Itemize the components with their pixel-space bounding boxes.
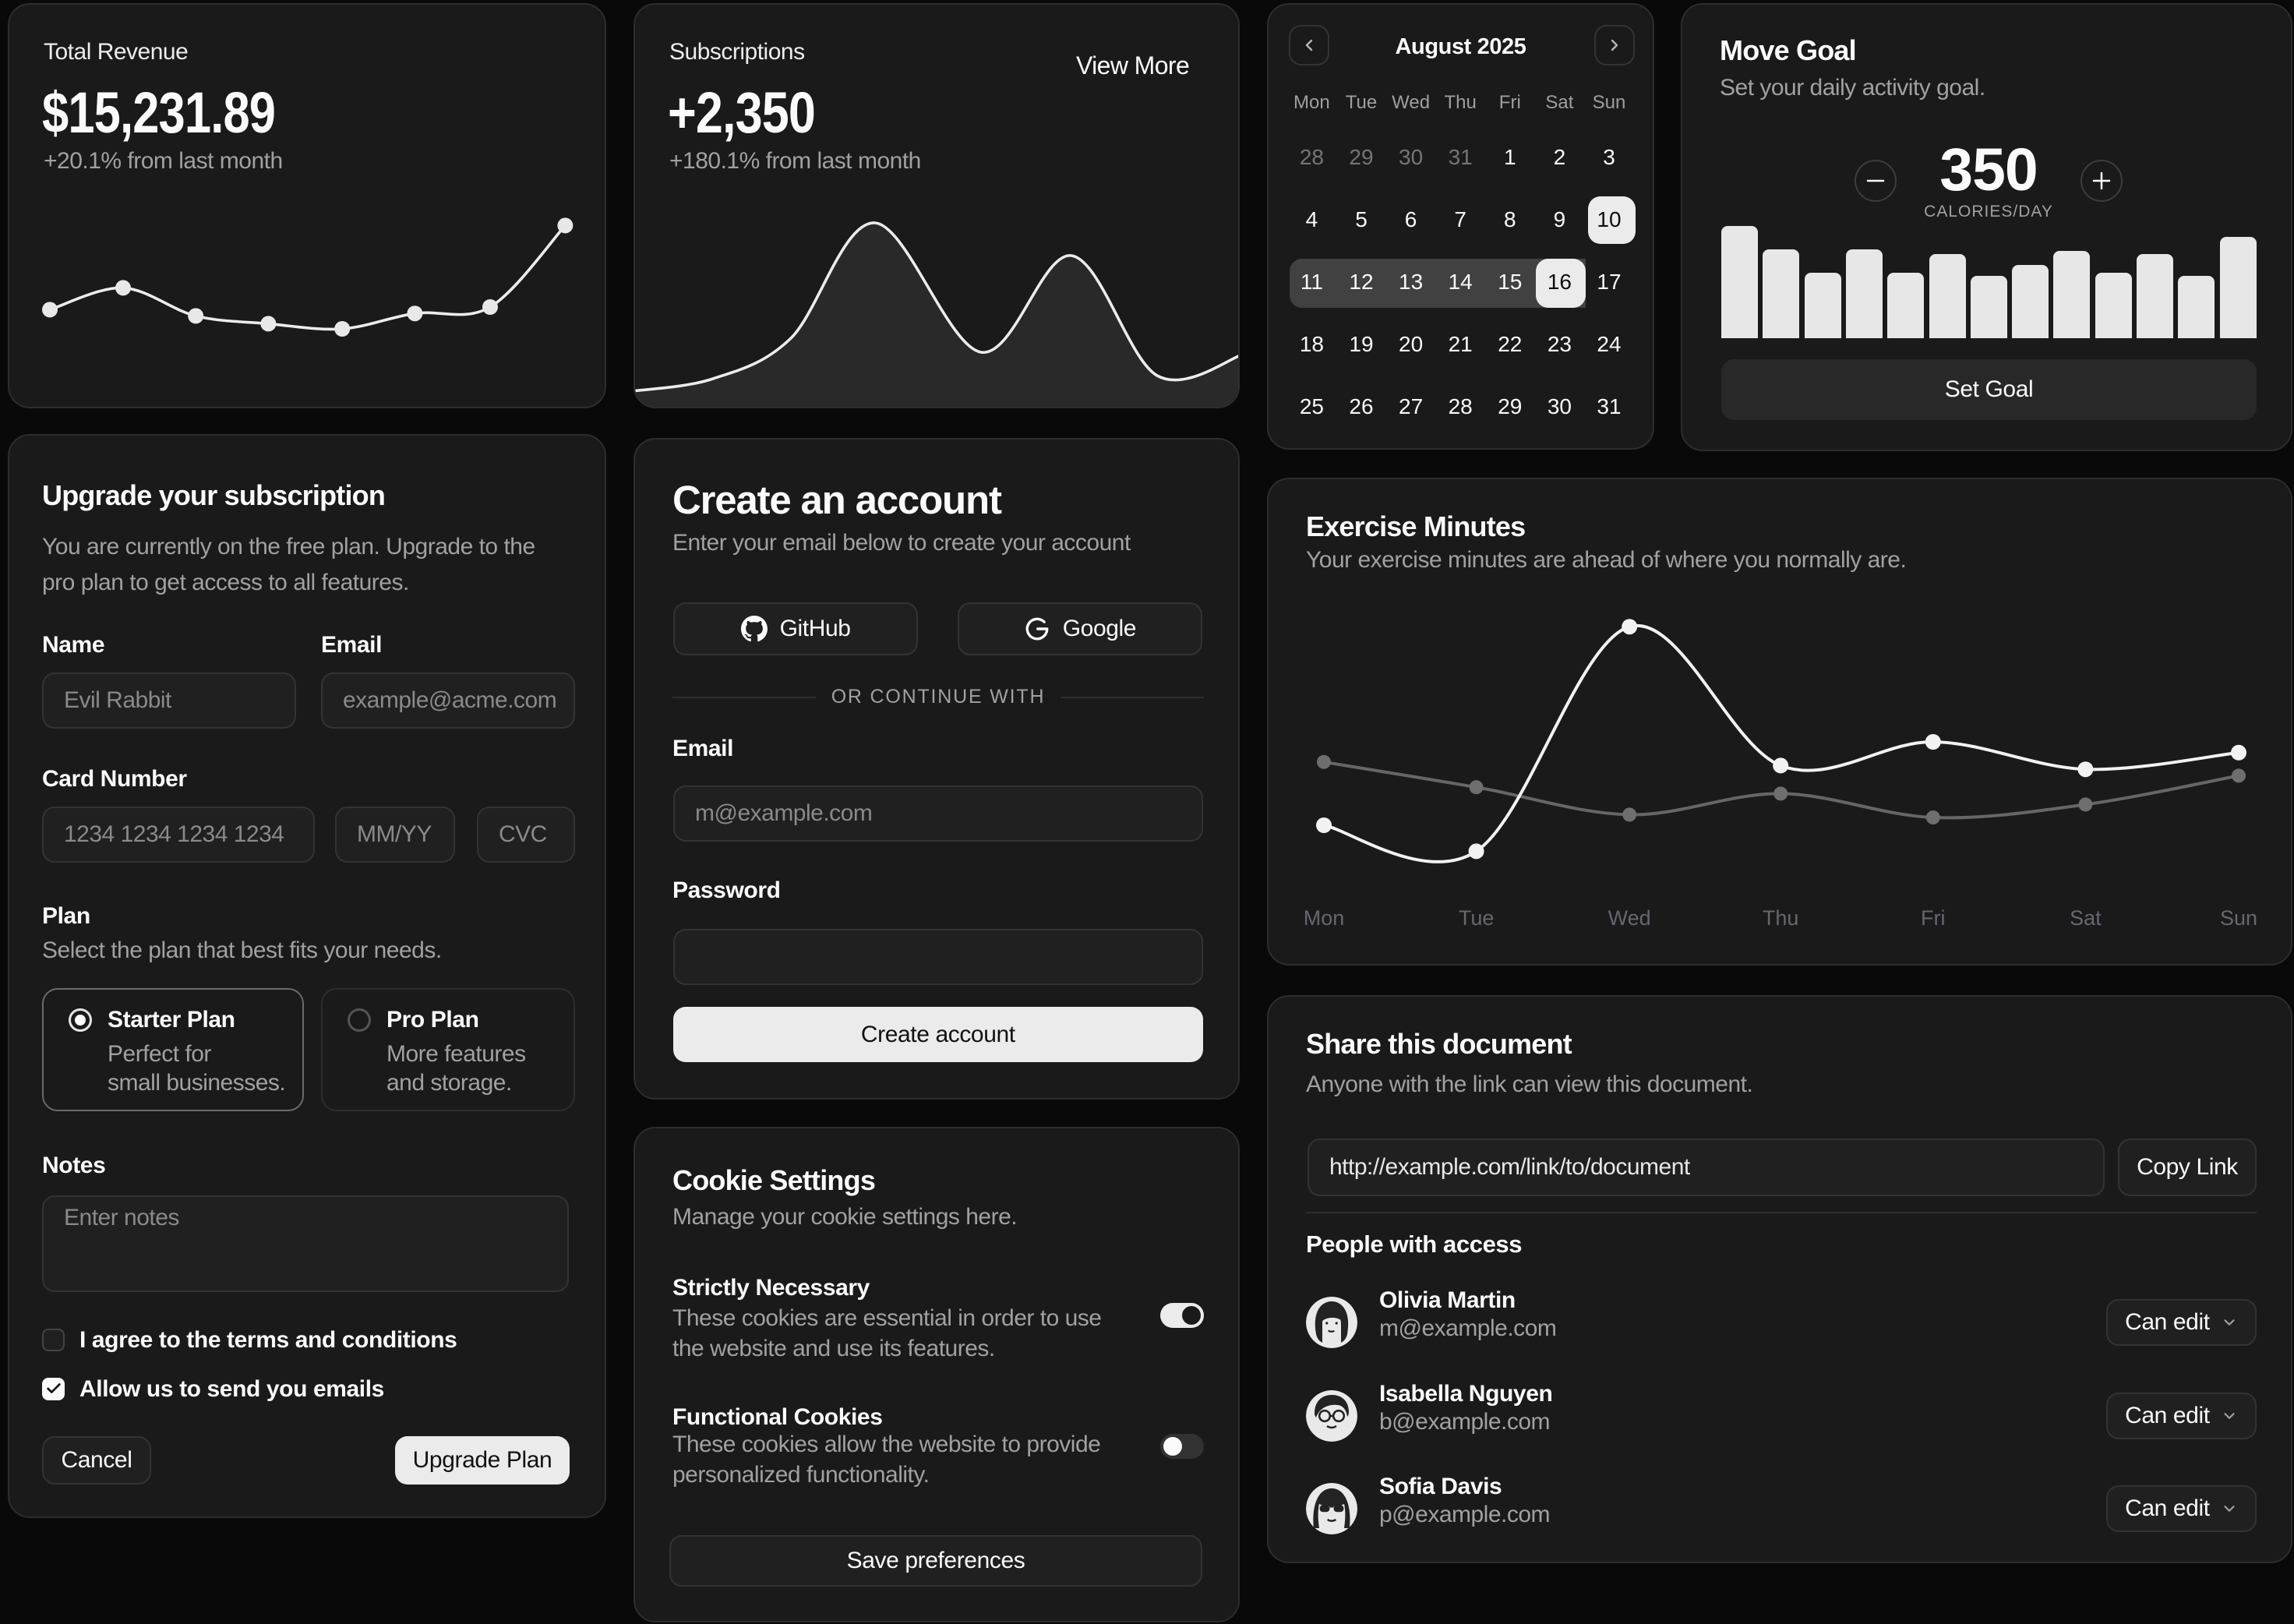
svg-text:Tue: Tue <box>1459 906 1495 930</box>
svg-text:Thu: Thu <box>1763 906 1799 930</box>
svg-text:Sun: Sun <box>2220 906 2257 930</box>
svg-text:Fri: Fri <box>1921 906 1945 930</box>
svg-text:Mon: Mon <box>1304 906 1345 930</box>
svg-text:Sat: Sat <box>2070 906 2102 930</box>
svg-text:Wed: Wed <box>1608 906 1651 930</box>
